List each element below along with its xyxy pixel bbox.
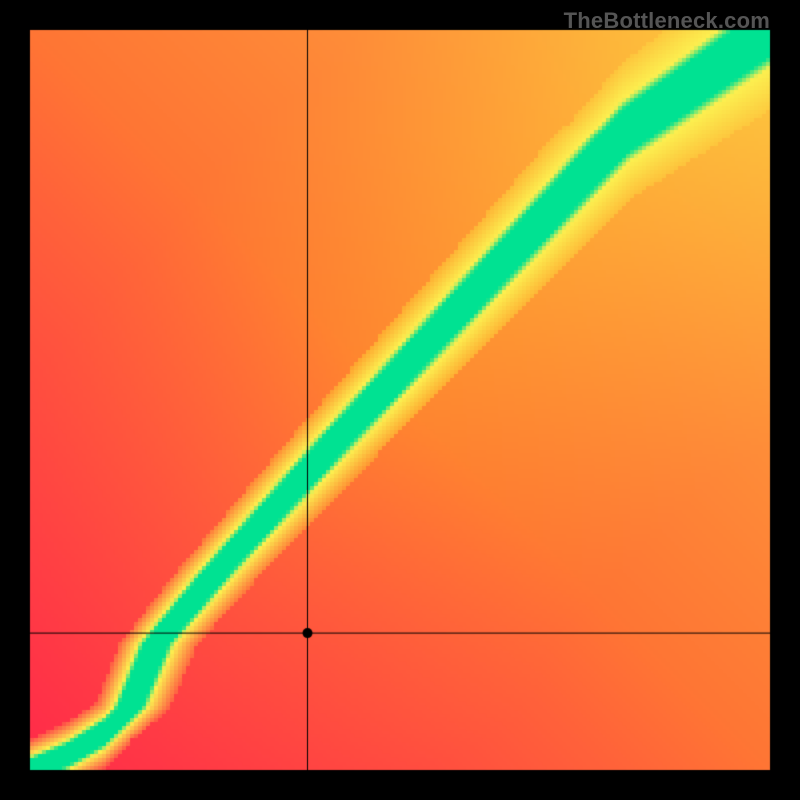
heatmap-container: { "watermark": { "text": "TheBottleneck.… bbox=[0, 0, 800, 800]
watermark-text: TheBottleneck.com bbox=[564, 8, 770, 34]
bottleneck-heatmap bbox=[0, 0, 800, 800]
